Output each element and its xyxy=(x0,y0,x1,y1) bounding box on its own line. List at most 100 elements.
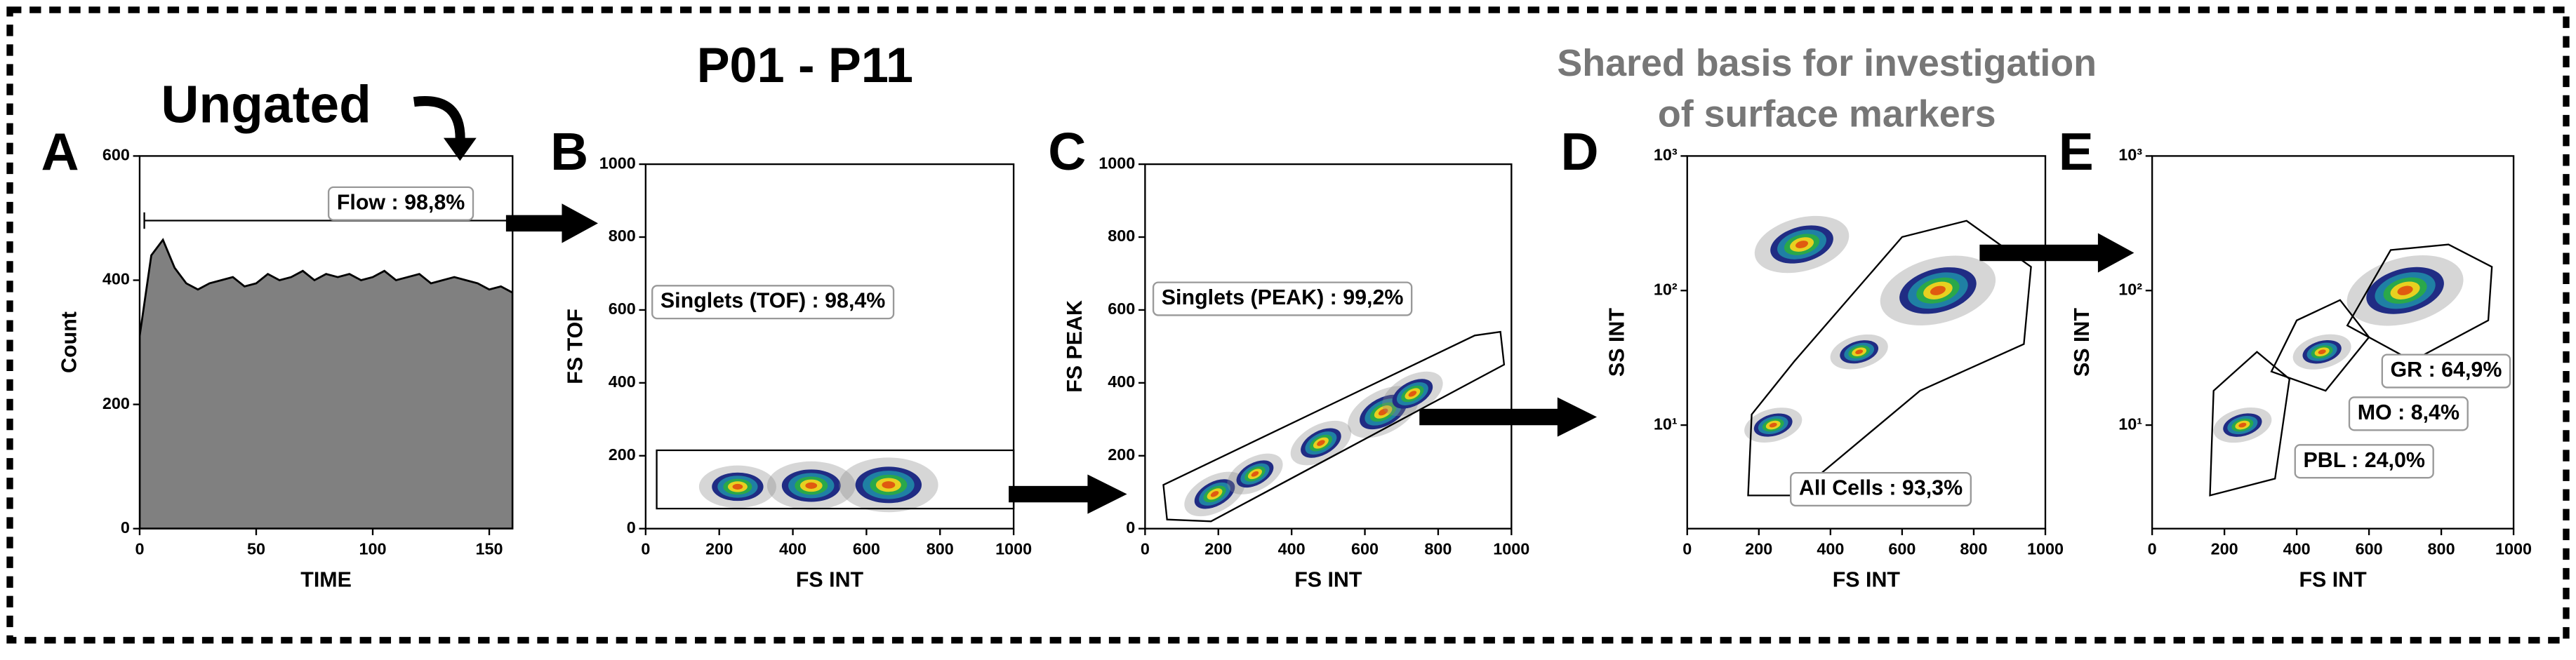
cluster xyxy=(766,461,856,510)
panel-letter: B xyxy=(550,122,588,181)
y-tick-label: 10¹ xyxy=(1654,415,1678,433)
gate-label: MO : 8,4% xyxy=(2358,400,2459,424)
density-layer xyxy=(1210,491,1219,497)
gate xyxy=(2209,351,2291,497)
x-tick-label: 400 xyxy=(1817,539,1844,558)
cluster xyxy=(1744,408,1802,443)
cluster xyxy=(698,465,776,509)
panel xyxy=(698,457,938,513)
panel-letter: C xyxy=(1048,122,1086,181)
x-tick-label: 0 xyxy=(1141,539,1150,558)
gate-label: Flow : 98,8% xyxy=(337,190,465,214)
gate-label-box xyxy=(2381,353,2511,389)
y-tick-label: 10² xyxy=(1654,280,1678,298)
density-layer xyxy=(1251,471,1259,477)
cluster xyxy=(2346,255,2464,326)
x-tick-label: 0 xyxy=(135,539,144,558)
arrow-head xyxy=(443,137,477,161)
x-tick-label: 600 xyxy=(1888,539,1916,558)
y-tick-label: 200 xyxy=(609,445,636,464)
plot-frame xyxy=(2151,155,2515,530)
y-tick-label: 10² xyxy=(2118,280,2142,298)
density-layer xyxy=(1378,408,1388,416)
cluster xyxy=(2213,407,2272,443)
gate-label: Singlets (PEAK) : 99,2% xyxy=(1162,285,1404,309)
plot-frame xyxy=(138,155,514,530)
cluster xyxy=(1227,453,1283,494)
panel-letter: E xyxy=(2059,122,2094,181)
x-tick-label: 1000 xyxy=(1493,539,1529,558)
panel-letter: D xyxy=(1561,122,1599,181)
y-tick-label: 600 xyxy=(1108,299,1135,318)
gate xyxy=(1747,220,2032,497)
y-tick-label: 1000 xyxy=(599,154,636,172)
density-layer xyxy=(805,482,818,490)
plot-frame xyxy=(644,163,1015,530)
y-axis-label: FS PEAK xyxy=(1063,300,1087,393)
y-tick-label: 800 xyxy=(1108,227,1135,245)
density-layer xyxy=(732,483,743,490)
x-tick-label: 200 xyxy=(1204,539,1232,558)
y-axis-label: Count xyxy=(58,311,81,373)
count-area xyxy=(139,238,513,529)
x-tick-label: 0 xyxy=(1682,539,1692,558)
arrows xyxy=(505,203,2135,514)
density-layer xyxy=(1930,285,1946,295)
y-tick-label: 400 xyxy=(1108,372,1135,391)
x-tick-label: 400 xyxy=(2283,539,2311,558)
x-tick-label: 1000 xyxy=(2495,539,2532,558)
plot-frame xyxy=(1144,163,1513,530)
cluster xyxy=(1184,471,1245,517)
x-tick-label: 400 xyxy=(779,539,806,558)
y-tick-label: 400 xyxy=(609,372,636,391)
gate-label-box xyxy=(1790,471,1972,507)
title: P01 - P11 xyxy=(697,37,913,93)
gate-label-box xyxy=(2348,396,2469,431)
gate xyxy=(1162,330,1506,523)
plot-frame xyxy=(1686,155,2047,530)
shared-line-2: of surface markers xyxy=(1658,93,1996,135)
cluster xyxy=(1880,255,1996,325)
gate-label: PBL : 24,0% xyxy=(2303,448,2425,472)
gate-label: Singlets (TOF) : 98,4% xyxy=(660,289,885,313)
x-tick-label: 400 xyxy=(1278,539,1306,558)
x-axis-label: FS INT xyxy=(796,568,864,592)
density-layer xyxy=(2238,422,2247,428)
cluster xyxy=(839,457,938,513)
y-tick-label: 0 xyxy=(1126,518,1135,537)
y-tick-label: 0 xyxy=(121,518,130,537)
y-axis-label: SS INT xyxy=(1605,308,1628,377)
density-layer xyxy=(1317,440,1325,446)
x-tick-label: 600 xyxy=(853,539,880,558)
gate-label-box xyxy=(651,285,895,320)
x-tick-label: 1000 xyxy=(995,539,1032,558)
x-tick-label: 800 xyxy=(927,539,954,558)
x-tick-label: 200 xyxy=(705,539,733,558)
y-tick-label: 400 xyxy=(102,270,130,288)
y-tick-label: 10¹ xyxy=(2118,415,2142,433)
x-tick-label: 150 xyxy=(476,539,503,558)
panel-letter: A xyxy=(41,122,79,181)
y-tick-label: 600 xyxy=(609,299,636,318)
gate-label-box xyxy=(1152,281,1413,316)
y-tick-label: 1000 xyxy=(1098,154,1135,172)
x-tick-label: 600 xyxy=(2356,539,2383,558)
ungated-label: Ungated xyxy=(161,74,371,133)
cluster xyxy=(1754,215,1850,274)
cluster xyxy=(1830,334,1888,370)
y-tick-label: 200 xyxy=(102,394,130,412)
y-axis-label: FS TOF xyxy=(564,309,587,384)
gate-label: GR : 64,9% xyxy=(2391,358,2502,382)
x-tick-label: 0 xyxy=(641,539,650,558)
density-layer xyxy=(1408,391,1417,397)
gate-label-box xyxy=(2294,444,2434,479)
panel xyxy=(139,238,513,529)
x-tick-label: 600 xyxy=(1351,539,1379,558)
x-axis-label: FS INT xyxy=(1294,568,1362,592)
density-layer xyxy=(1795,241,1809,248)
gate xyxy=(2270,299,2370,392)
y-tick-label: 800 xyxy=(609,227,636,245)
density-layer xyxy=(2397,285,2413,295)
gate-label-box xyxy=(327,186,474,221)
